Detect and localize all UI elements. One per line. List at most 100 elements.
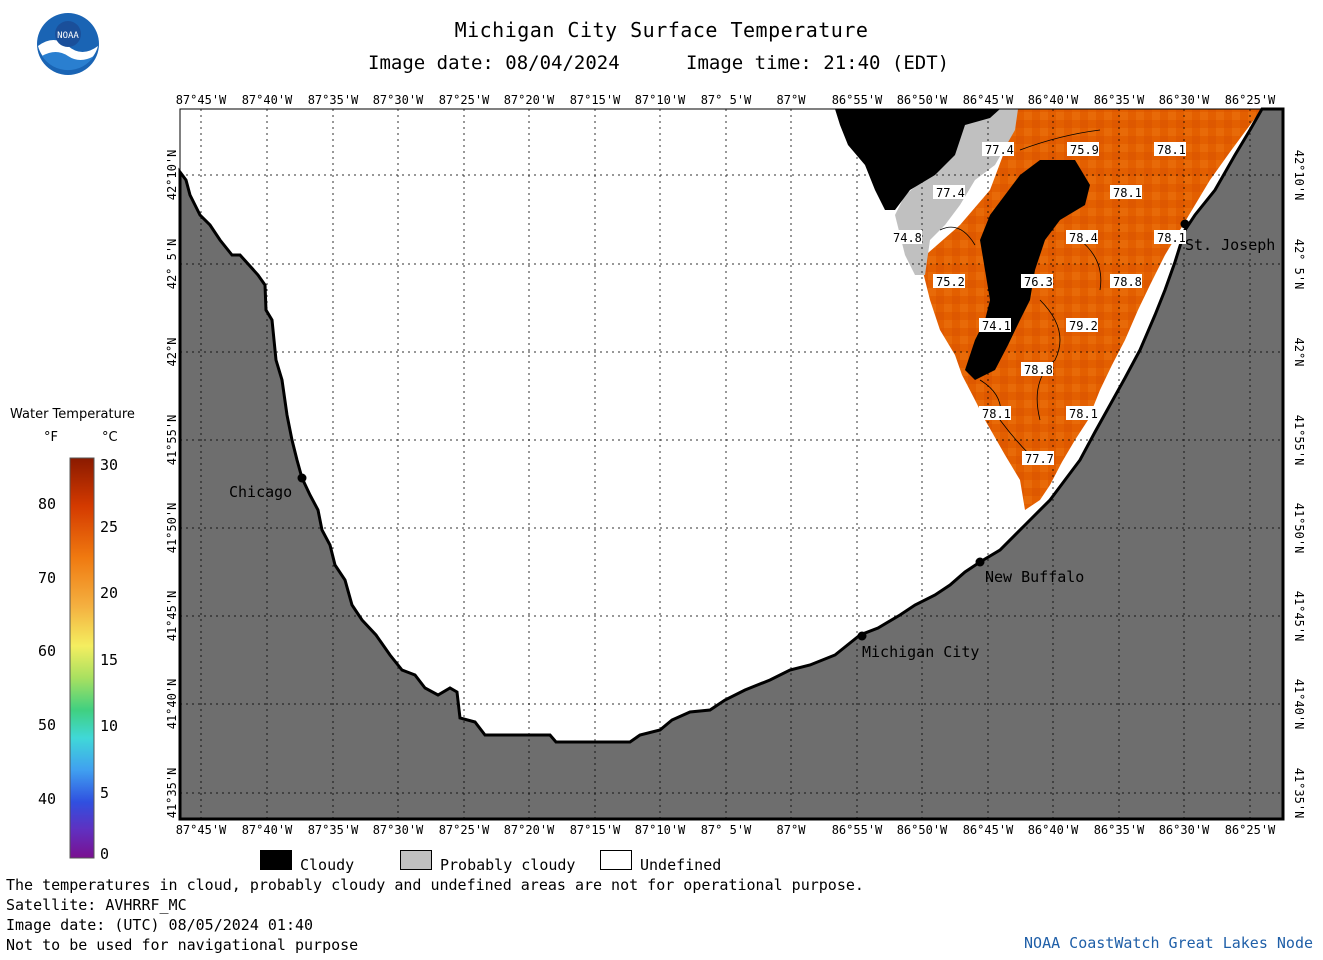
- svg-text:87°10'W: 87°10'W: [635, 823, 686, 837]
- svg-text:42°N: 42°N: [165, 338, 179, 367]
- page-title: Michigan City Surface Temperature: [454, 18, 869, 42]
- colorbar-gradient: [69, 457, 95, 859]
- temp-label: 78.1: [1113, 186, 1142, 200]
- cities: Chicago St. Joseph New Buffalo Michigan …: [229, 219, 1275, 661]
- svg-text:86°25'W: 86°25'W: [1225, 93, 1276, 107]
- legend-swatch-probably-cloudy: [400, 850, 432, 870]
- svg-text:86°55'W: 86°55'W: [832, 93, 883, 107]
- land-mass: [178, 107, 1285, 821]
- svg-text:41°50'N: 41°50'N: [1292, 503, 1306, 554]
- colorbar: 80 70 60 50 40 30 25 20 15 10 5 0: [38, 456, 118, 863]
- svg-text:86°45'W: 86°45'W: [963, 93, 1014, 107]
- temp-label: 78.1: [1069, 407, 1098, 421]
- svg-text:87°35'W: 87°35'W: [308, 823, 359, 837]
- navigation-warning: Not to be used for navigational purpose: [6, 936, 359, 954]
- colorbar-c-tick: 25: [100, 518, 118, 536]
- temp-label: 79.2: [1069, 319, 1098, 333]
- city-marker: [975, 557, 985, 567]
- temp-label: 74.8: [893, 231, 922, 245]
- svg-text:86°35'W: 86°35'W: [1094, 823, 1145, 837]
- legend-swatch-undefined: [600, 850, 632, 870]
- temp-label: 78.1: [1157, 231, 1186, 245]
- temp-label: 77.4: [985, 143, 1014, 157]
- svg-text:87° 5'W: 87° 5'W: [701, 823, 752, 837]
- svg-text:87°W: 87°W: [777, 823, 807, 837]
- colorbar-c-tick: 10: [100, 717, 118, 735]
- svg-text:42°10'N: 42°10'N: [1292, 150, 1306, 201]
- disclaimer: The temperatures in cloud, probably clou…: [6, 876, 864, 894]
- svg-text:87°15'W: 87°15'W: [570, 823, 621, 837]
- colorbar-unit-f: °F: [44, 430, 58, 445]
- svg-text:41°40'N: 41°40'N: [1292, 679, 1306, 730]
- colorbar-c-tick: 0: [100, 845, 109, 863]
- image-time: Image time: 21:40 (EDT): [686, 52, 950, 74]
- image-date: Image date: 08/04/2024: [368, 52, 620, 74]
- legend-label-cloudy: Cloudy: [300, 856, 355, 874]
- city-label-michigan-city: Michigan City: [862, 643, 979, 661]
- temp-label: 75.9: [1070, 143, 1099, 157]
- svg-text:86°50'W: 86°50'W: [897, 93, 948, 107]
- colorbar-c-tick: 15: [100, 651, 118, 669]
- noaa-logo-text: NOAA: [57, 31, 79, 41]
- svg-text:87°45'W: 87°45'W: [176, 93, 227, 107]
- svg-text:41°45'N: 41°45'N: [165, 591, 179, 642]
- svg-text:41°55'N: 41°55'N: [1292, 415, 1306, 466]
- svg-text:86°45'W: 86°45'W: [963, 823, 1014, 837]
- city-label-chicago: Chicago: [229, 483, 292, 501]
- colorbar-c-tick: 20: [100, 584, 118, 602]
- temp-label: 78.8: [1024, 363, 1053, 377]
- legend-swatch-cloudy: [260, 850, 292, 870]
- temp-label: 78.8: [1113, 275, 1142, 289]
- temp-label: 77.4: [936, 186, 965, 200]
- cloudy-area-north: [835, 109, 1000, 210]
- svg-text:86°40'W: 86°40'W: [1028, 823, 1079, 837]
- svg-text:86°50'W: 86°50'W: [897, 823, 948, 837]
- satellite-info: Satellite: AVHRRF_MC: [6, 896, 187, 914]
- utc-image-date: Image date: (UTC) 08/05/2024 01:40: [6, 916, 314, 934]
- svg-text:87°W: 87°W: [777, 93, 807, 107]
- legend-label-undefined: Undefined: [640, 856, 722, 874]
- svg-text:41°45'N: 41°45'N: [1292, 591, 1306, 642]
- temp-label: 77.7: [1025, 452, 1054, 466]
- svg-text:86°30'W: 86°30'W: [1159, 93, 1210, 107]
- city-marker: [297, 473, 307, 483]
- svg-text:87°35'W: 87°35'W: [308, 93, 359, 107]
- colorbar-unit-c: °C: [102, 430, 118, 445]
- svg-text:42° 5'N: 42° 5'N: [1292, 239, 1306, 290]
- colorbar-f-tick: 40: [38, 790, 56, 808]
- svg-text:87°30'W: 87°30'W: [373, 823, 424, 837]
- colorbar-f-tick: 70: [38, 569, 56, 587]
- svg-text:86°30'W: 86°30'W: [1159, 823, 1210, 837]
- svg-text:41°50'N: 41°50'N: [165, 503, 179, 554]
- svg-text:42°10'N: 42°10'N: [165, 150, 179, 201]
- legend-label-probably-cloudy: Probably cloudy: [440, 856, 576, 874]
- svg-text:42° 5'N: 42° 5'N: [165, 239, 179, 290]
- svg-text:87°20'W: 87°20'W: [504, 823, 555, 837]
- svg-text:87°40'W: 87°40'W: [242, 93, 293, 107]
- temp-label: 78.1: [1157, 143, 1186, 157]
- map-border: [179, 108, 1284, 820]
- svg-text:87° 5'W: 87° 5'W: [701, 93, 752, 107]
- temp-label: 78.4: [1069, 231, 1098, 245]
- city-label-new-buffalo: New Buffalo: [985, 568, 1084, 586]
- svg-text:87°25'W: 87°25'W: [439, 93, 490, 107]
- credit: NOAA CoastWatch Great Lakes Node: [1024, 934, 1313, 952]
- colorbar-c-tick: 30: [100, 456, 118, 474]
- svg-text:87°25'W: 87°25'W: [439, 823, 490, 837]
- svg-text:41°35'N: 41°35'N: [165, 768, 179, 819]
- temp-label: 74.1: [982, 319, 1011, 333]
- svg-text:41°55'N: 41°55'N: [165, 415, 179, 466]
- svg-text:87°30'W: 87°30'W: [373, 93, 424, 107]
- temp-label: 76.3: [1024, 275, 1053, 289]
- temp-label: 75.2: [936, 275, 965, 289]
- svg-text:86°55'W: 86°55'W: [832, 823, 883, 837]
- colorbar-title: Water Temperature: [10, 407, 135, 422]
- city-marker: [857, 631, 867, 641]
- temperature-labels: 77.4 75.9 78.1 77.4 78.1 74.8 78.4 78.1 …: [890, 142, 1186, 466]
- colorbar-c-tick: 5: [100, 784, 109, 802]
- svg-text:41°35'N: 41°35'N: [1292, 768, 1306, 819]
- svg-text:87°40'W: 87°40'W: [242, 823, 293, 837]
- svg-text:87°15'W: 87°15'W: [570, 93, 621, 107]
- svg-text:42°N: 42°N: [1292, 338, 1306, 367]
